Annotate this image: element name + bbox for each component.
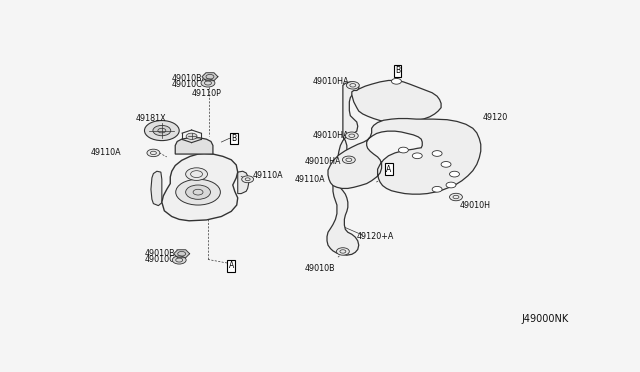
Circle shape [346,81,359,89]
Circle shape [432,186,442,192]
Text: 49120: 49120 [483,113,508,122]
Text: 49010B: 49010B [304,264,335,273]
Polygon shape [237,171,249,193]
Circle shape [441,161,451,167]
Text: 49110A: 49110A [91,148,122,157]
Polygon shape [327,82,359,255]
Circle shape [186,185,211,199]
Polygon shape [151,171,162,206]
Circle shape [446,182,456,188]
Text: 49110A: 49110A [253,171,284,180]
Text: 49110P: 49110P [191,89,221,99]
Circle shape [242,176,253,183]
Text: 49110A: 49110A [294,175,325,184]
Circle shape [346,132,358,140]
Circle shape [412,153,422,158]
Text: 49181X: 49181X [136,114,166,123]
Circle shape [399,147,408,153]
Circle shape [337,248,349,255]
Text: B: B [395,67,400,76]
Text: 49120+A: 49120+A [356,232,394,241]
Text: 49010BA: 49010BA [172,74,208,83]
Text: A: A [228,261,234,270]
Text: J49000NK: J49000NK [522,314,568,324]
Circle shape [153,125,171,136]
Circle shape [186,168,207,180]
Text: 49010HA: 49010HA [312,131,349,140]
Circle shape [342,156,355,164]
Text: 49010HA: 49010HA [304,157,340,166]
Circle shape [186,133,197,140]
Polygon shape [173,250,189,258]
Polygon shape [352,80,441,122]
Text: A: A [386,165,391,174]
Circle shape [147,149,160,157]
Text: 49010C: 49010C [145,255,175,264]
Polygon shape [162,154,237,221]
Circle shape [176,179,220,205]
Text: B: B [231,134,236,143]
Circle shape [449,193,463,201]
Text: 49010C: 49010C [172,80,202,89]
Polygon shape [202,73,218,81]
Circle shape [145,121,179,141]
Polygon shape [328,119,481,194]
Polygon shape [175,138,213,154]
Circle shape [201,79,215,87]
Text: 49010BA: 49010BA [145,248,180,258]
Circle shape [392,78,401,84]
Text: 49010HA: 49010HA [312,77,349,86]
Circle shape [432,151,442,156]
Circle shape [449,171,460,177]
Text: 49010H: 49010H [460,201,490,209]
Circle shape [172,256,186,264]
